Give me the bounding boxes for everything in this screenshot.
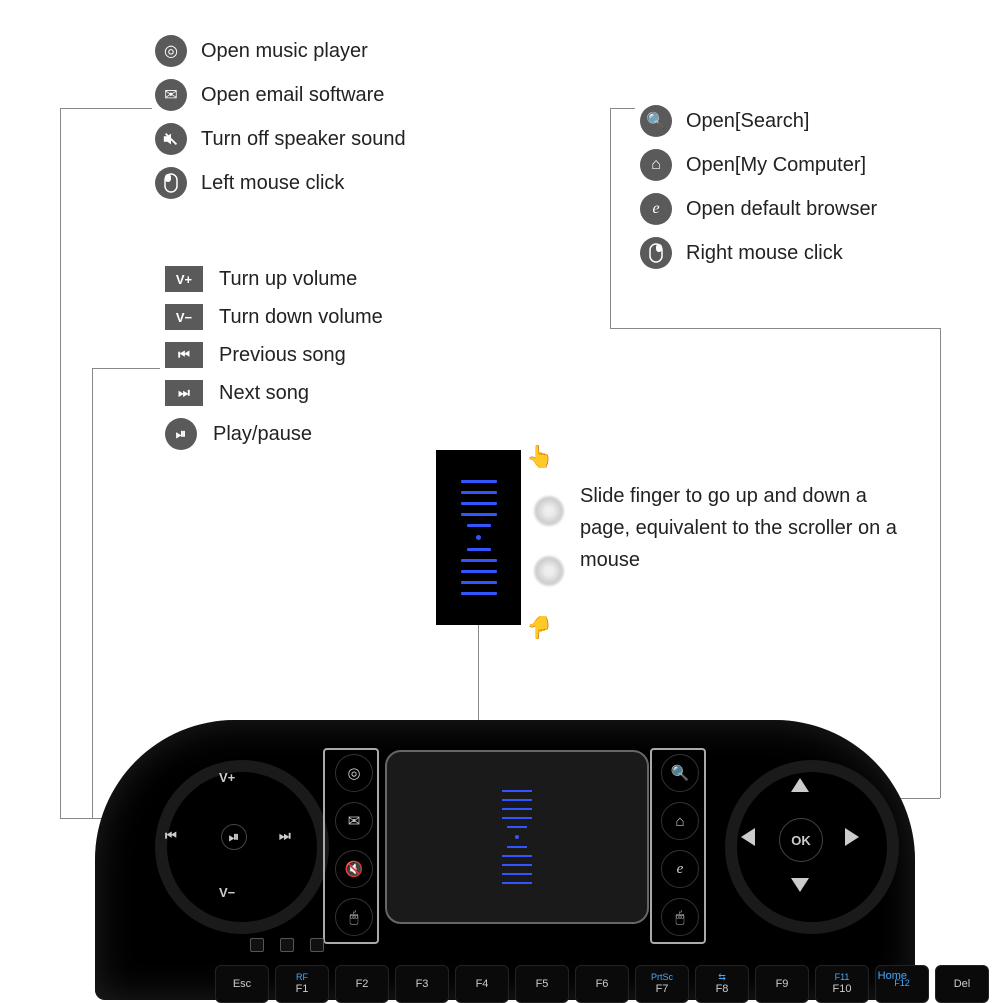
browser-icon: e [640, 193, 672, 225]
leader-line [940, 328, 941, 798]
callout-label: Open default browser [686, 198, 877, 221]
motion-swirl-icon [534, 496, 564, 526]
mute-icon [155, 123, 187, 155]
vol-up-key: V+ [165, 266, 203, 292]
device-search-icon: 🔍 [661, 754, 699, 792]
callout-left-click: Left mouse click [155, 167, 406, 199]
device-browser-icon: e [661, 850, 699, 888]
function-key: F6 [575, 965, 629, 1003]
mini-keyboard-device: V+ V− ⏮ ⏭ ⏯ ◎ ✉ 🔇 🖱 🔍 ⌂ e 🖱 OK EscRFF1F2… [95, 720, 915, 1000]
callout-label: Turn up volume [219, 268, 357, 291]
function-key: F5 [515, 965, 569, 1003]
leader-line [610, 108, 635, 109]
mouse-left-icon [155, 167, 187, 199]
function-key: F9 [755, 965, 809, 1003]
leader-line [610, 108, 611, 328]
next-key: ⏭ [165, 380, 203, 406]
arrow-left-icon [741, 828, 755, 846]
leader-line [610, 328, 940, 329]
motion-swirl-icon [534, 556, 564, 586]
function-key: Esc [215, 965, 269, 1003]
prev-key: ⏮ [165, 342, 203, 368]
callout-vol-up: V+ Turn up volume [165, 266, 383, 292]
callout-mute: Turn off speaker sound [155, 123, 406, 155]
leader-line [92, 368, 160, 369]
callout-group-right-icons: 🔍 Open[Search] ⌂ Open[My Computer] e Ope… [640, 105, 877, 281]
callout-label: Play/pause [213, 423, 312, 446]
function-key: ⇆F8 [695, 965, 749, 1003]
callout-next: ⏭ Next song [165, 380, 383, 406]
left-icon-column: ◎ ✉ 🔇 🖱 [330, 754, 378, 936]
callout-label: Next song [219, 382, 309, 405]
device-mouse-left-icon: 🖱 [335, 898, 373, 936]
device-email-icon: ✉ [335, 802, 373, 840]
home-key-label: Home [878, 970, 907, 982]
vol-up-label: V+ [219, 770, 235, 785]
callout-label: Open email software [201, 84, 384, 107]
callout-search: 🔍 Open[Search] [640, 105, 877, 137]
function-key-row: EscRFF1F2F3F4F5F6PrtScF7⇆F8F9F11F10F12De… [215, 965, 989, 1003]
hand-tap-icon: 👆 [526, 614, 553, 640]
music-icon: ◎ [155, 35, 187, 67]
vol-down-key: V− [165, 304, 203, 330]
function-key: F3 [395, 965, 449, 1003]
device-mute-icon: 🔇 [335, 850, 373, 888]
callout-label: Left mouse click [201, 172, 344, 195]
callout-email: ✉ Open email software [155, 79, 406, 111]
function-key: F4 [455, 965, 509, 1003]
callout-browser: e Open default browser [640, 193, 877, 225]
callout-label: Open[Search] [686, 110, 809, 133]
home-icon: ⌂ [640, 149, 672, 181]
function-key: F11F10 [815, 965, 869, 1003]
callout-label: Turn down volume [219, 306, 383, 329]
callout-vol-down: V− Turn down volume [165, 304, 383, 330]
status-indicators [250, 938, 324, 952]
callout-group-left-icons: ◎ Open music player ✉ Open email softwar… [155, 35, 406, 211]
arrow-up-icon [791, 778, 809, 792]
hand-tap-icon: 👆 [526, 444, 553, 470]
callout-right-click: Right mouse click [640, 237, 877, 269]
arrow-down-icon [791, 878, 809, 892]
callout-label: Right mouse click [686, 242, 843, 265]
callout-label: Open music player [201, 40, 368, 63]
scroll-description: Slide finger to go up and down a page, e… [580, 480, 910, 576]
function-key: F2 [335, 965, 389, 1003]
right-icon-column: 🔍 ⌂ e 🖱 [656, 754, 704, 936]
play-pause-key: ⏯ [165, 418, 197, 450]
callout-prev: ⏮ Previous song [165, 342, 383, 368]
callout-my-computer: ⌂ Open[My Computer] [640, 149, 877, 181]
next-label: ⏭ [279, 828, 291, 844]
callout-label: Turn off speaker sound [201, 128, 406, 151]
scroll-strip-demo [436, 450, 521, 625]
mouse-right-icon [640, 237, 672, 269]
callout-label: Previous song [219, 344, 346, 367]
function-key: Del [935, 965, 989, 1003]
device-music-icon: ◎ [335, 754, 373, 792]
arrow-right-icon [845, 828, 859, 846]
vol-down-label: V− [219, 885, 235, 900]
email-icon: ✉ [155, 79, 187, 111]
leader-line [60, 108, 61, 818]
search-icon: 🔍 [640, 105, 672, 137]
callout-group-media-keys: V+ Turn up volume V− Turn down volume ⏮ … [165, 266, 383, 462]
callout-play-pause: ⏯ Play/pause [165, 418, 383, 450]
leader-line [92, 368, 93, 818]
function-key: PrtScF7 [635, 965, 689, 1003]
leader-line [60, 108, 152, 109]
callout-label: Open[My Computer] [686, 154, 866, 177]
prev-label: ⏮ [165, 828, 177, 844]
device-mouse-right-icon: 🖱 [661, 898, 699, 936]
play-pause-label: ⏯ [221, 824, 247, 850]
touchpad [385, 750, 649, 924]
device-home-icon: ⌂ [661, 802, 699, 840]
callout-music: ◎ Open music player [155, 35, 406, 67]
function-key: RFF1 [275, 965, 329, 1003]
ok-button: OK [779, 818, 823, 862]
